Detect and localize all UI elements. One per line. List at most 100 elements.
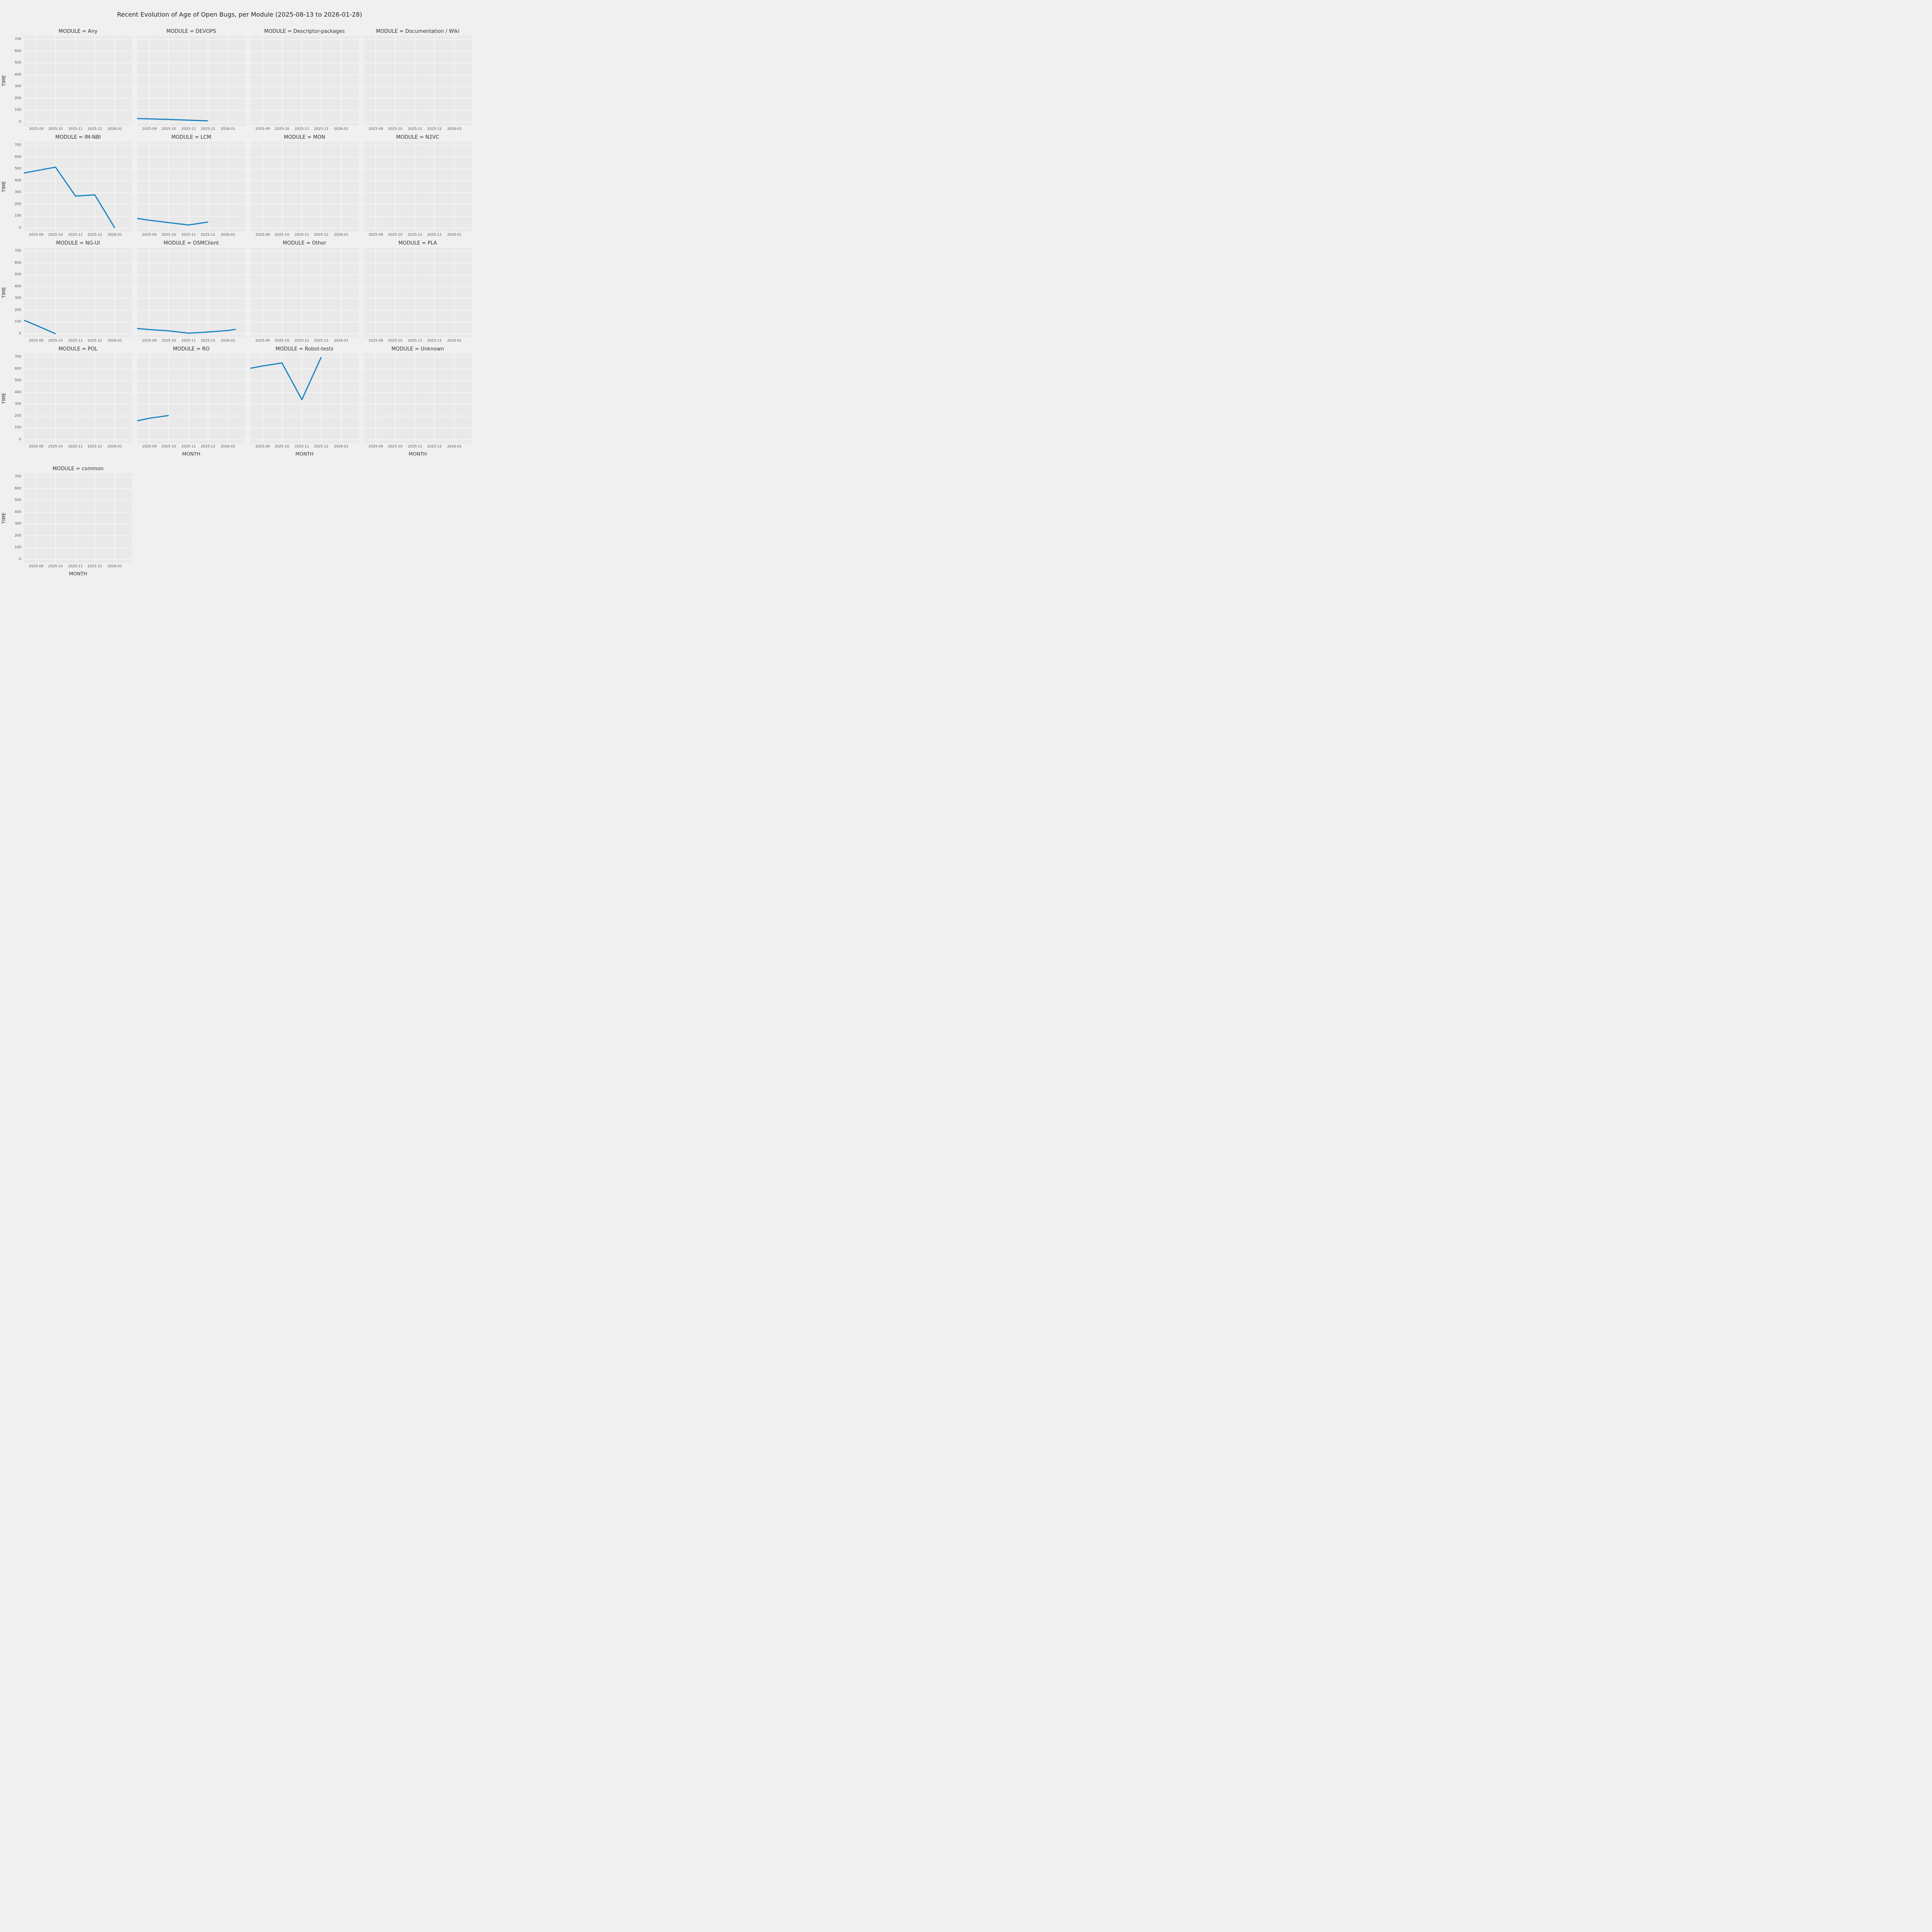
y-tick-label: 200: [14, 414, 21, 418]
y-tick-label: 0: [19, 120, 21, 124]
facet-ro: MODULE = RO 2025-09 2025-10 2025-11 2025-12 2…: [137, 345, 245, 457]
facet-ng-ui: MODULE = NG-UI 0 100 200 300 400 500 600 700 2025…: [1, 239, 132, 343]
x-tick-label: 2025-09: [368, 445, 383, 449]
data-line-osmclient: [137, 328, 236, 334]
facet-osmclient: MODULE = OSMClient 2025-09 2025-10 2025-11 2…: [137, 239, 245, 343]
x-tick-label: 2025-10: [388, 445, 403, 449]
x-tick-label: 2025-10: [274, 445, 289, 449]
facet-title-mon: MODULE = MON: [284, 134, 325, 140]
plot-area-devops: 2025-09 2025-10 2025-11 2025-12 2026-01: [137, 36, 245, 131]
x-axis-label: MONTH: [69, 571, 87, 577]
data-line-ng-ui: [24, 320, 56, 335]
x-tick-label: 2025-12: [427, 127, 442, 131]
x-tick-label: 2025-11: [68, 445, 83, 449]
plot-area-documentation-wiki: 2025-09 2025-10 2025-11 2025-12 2026-01: [364, 36, 472, 131]
plot-svg-common: [24, 473, 132, 563]
x-tick-label: 2025-12: [427, 233, 442, 237]
y-tick-label: 500: [14, 498, 21, 502]
facet-pla: MODULE = PLA 2025-09 2025-10 2025-11 2025-12…: [364, 239, 472, 343]
y-tick-label: 0: [19, 226, 21, 230]
facet-title-n2vc: MODULE = N2VC: [396, 134, 439, 140]
y-tick-label: 200: [14, 96, 21, 100]
plot-area-other: 2025-09 2025-10 2025-11 2025-12 2026-01: [250, 248, 359, 343]
y-tick-label: 100: [14, 214, 21, 218]
x-tick-label: 2025-09: [142, 127, 157, 131]
facet-title-unknown: MODULE = Unknown: [391, 346, 444, 352]
x-tick-label: 2025-11: [181, 127, 196, 131]
x-tick-label: 2025-09: [368, 127, 383, 131]
y-tick-label: 700: [14, 249, 21, 253]
y-tick-label: 300: [14, 190, 21, 194]
x-axis-label: MONTH: [295, 451, 314, 457]
x-tick-label: 2026-01: [447, 233, 462, 237]
y-axis-label: TIME: [1, 393, 7, 404]
x-tick-label: 2025-12: [201, 339, 216, 343]
y-axis-label: TIME: [1, 75, 7, 87]
y-tick-label: 600: [14, 486, 21, 491]
plot-svg-descriptor-packages: [250, 36, 359, 126]
x-tick-label: 2026-01: [334, 127, 349, 131]
y-tick-label: 0: [19, 557, 21, 561]
y-tick-label: 500: [14, 61, 21, 65]
x-tick-label: 2025-11: [181, 339, 196, 343]
facet-unknown: MODULE = Unknown 2025-09 2025-10 2025-11 202…: [364, 345, 472, 457]
x-tick-label: 2025-12: [427, 339, 442, 343]
x-tick-label: 2025-09: [29, 233, 44, 237]
y-tick-label: 600: [14, 367, 21, 371]
plot-area-ng-ui: 0 100 200 300 400 500 600 700 2025-09 2025-10 2025…: [15, 248, 132, 343]
x-tick-label: 2026-01: [221, 339, 235, 343]
y-tick-label: 400: [14, 284, 21, 289]
facet-common: MODULE = common 0 100 200 300 400 500 600 700 202…: [1, 465, 132, 577]
y-tick-label: 700: [14, 355, 21, 359]
facet-title-robot-tests: MODULE = Robot-tests: [276, 346, 333, 352]
plot-area-pol: 0 100 200 300 400 500 600 700 2025-09 2025-10 2025…: [15, 354, 132, 449]
y-tick-label: 600: [14, 49, 21, 53]
x-tick-label: 2025-09: [255, 445, 270, 449]
plot-svg-pla: [364, 248, 472, 337]
facet-title-ng-ui: MODULE = NG-UI: [56, 240, 100, 246]
x-tick-label: 2026-01: [107, 445, 122, 449]
x-tick-label: 2025-10: [274, 233, 289, 237]
plot-svg-ro: [137, 354, 245, 443]
x-tick-label: 2025-12: [314, 127, 329, 131]
facet-lcm: MODULE = LCM 2025-09 2025-10 2025-11 2025-12…: [137, 133, 245, 237]
plot-area-mon: 2025-09 2025-10 2025-11 2025-12 2026-01: [250, 142, 359, 237]
facet-im-nbi: MODULE = IM-NBI 0 100 200 300 400 500 600 700 202…: [1, 133, 132, 237]
plot-area-unknown: 2025-09 2025-10 2025-11 2025-12 2026-01: [364, 354, 472, 449]
x-tick-label: 2025-11: [68, 127, 83, 131]
plot-area-osmclient: 2025-09 2025-10 2025-11 2025-12 2026-01: [137, 248, 245, 343]
x-tick-label: 2026-01: [447, 445, 462, 449]
x-tick-label: 2025-09: [255, 127, 270, 131]
x-tick-label: 2026-01: [107, 127, 122, 131]
plot-svg-documentation-wiki: [364, 36, 472, 126]
plot-area-pla: 2025-09 2025-10 2025-11 2025-12 2026-01: [364, 248, 472, 343]
facet-mon: MODULE = MON 2025-09 2025-10 2025-11 2025-12…: [250, 133, 359, 237]
x-tick-label: 2025-09: [29, 565, 44, 568]
plot-svg-other: [250, 248, 359, 337]
y-tick-label: 500: [14, 272, 21, 277]
x-tick-label: 2025-12: [201, 233, 216, 237]
x-tick-label: 2025-11: [181, 233, 196, 237]
facet-robot-tests: MODULE = Robot-tests 2025-09 2025-10 2025-1…: [250, 345, 359, 457]
x-tick-label: 2026-01: [334, 233, 349, 237]
facet-title-osmclient: MODULE = OSMClient: [163, 240, 219, 246]
x-tick-label: 2025-10: [388, 127, 403, 131]
y-tick-label: 700: [14, 143, 21, 147]
facet-title-other: MODULE = Other: [282, 240, 327, 246]
y-tick-label: 400: [14, 179, 21, 183]
y-tick-label: 0: [19, 332, 21, 336]
data-line-devops: [137, 118, 208, 122]
x-tick-label: 2026-01: [107, 565, 122, 568]
plot-svg-unknown: [364, 354, 472, 443]
plot-svg-ng-ui: [24, 248, 132, 337]
x-tick-label: 2025-10: [274, 339, 289, 343]
x-tick-label: 2025-11: [408, 233, 423, 237]
x-tick-label: 2025-10: [161, 233, 176, 237]
figure-title: Recent Evolution of Age of Open Bugs, pe…: [117, 11, 362, 18]
y-tick-label: 500: [14, 167, 21, 171]
y-tick-label: 700: [14, 37, 21, 41]
plot-svg-pol: [24, 354, 132, 443]
x-tick-label: 2025-09: [29, 339, 44, 343]
plot-area-descriptor-packages: 2025-09 2025-10 2025-11 2025-12 2026-01: [250, 36, 359, 131]
x-tick-label: 2025-10: [388, 233, 403, 237]
